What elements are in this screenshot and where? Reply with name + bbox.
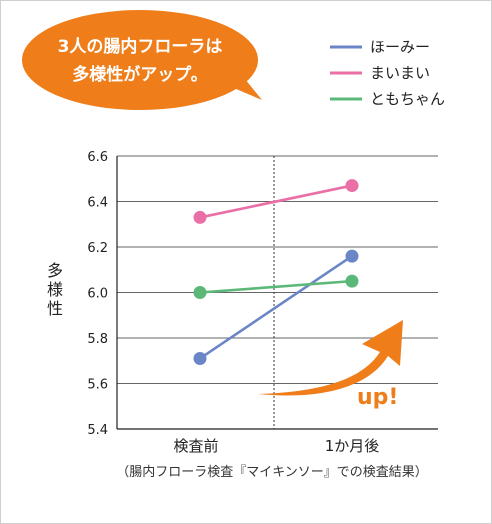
- y-axis-label-char: 性: [47, 299, 63, 318]
- series-line: [199, 184, 353, 219]
- y-tick-label: 6.0: [87, 287, 108, 302]
- data-point: [345, 249, 359, 263]
- x-tick-label-after: 1か月後: [325, 437, 380, 455]
- callout-bubble: 3人の腸内フローラは 多様性がアップ。: [22, 10, 262, 110]
- y-tick-label: 6.6: [87, 150, 108, 165]
- legend-entry: ともちゃん: [370, 90, 445, 108]
- callout-line-1: 3人の腸内フローラは: [58, 36, 223, 57]
- y-tick-label: 5.6: [87, 378, 108, 393]
- y-tick-labels: 6.6 6.4 6.2 6.0 5.8 5.6 5.4: [87, 150, 108, 438]
- data-point: [193, 351, 207, 365]
- data-point: [345, 179, 359, 193]
- series-group: [193, 179, 359, 365]
- up-annotation: up!: [357, 385, 398, 410]
- series-line: [199, 279, 353, 294]
- callout-line-2: 多様性がアップ。: [72, 64, 208, 85]
- series-line: [199, 255, 353, 360]
- y-axis-label-char: 様: [47, 280, 63, 299]
- y-axis-label: 多様性: [47, 261, 63, 318]
- x-tick-label-before: 検査前: [173, 437, 218, 455]
- legend-entry: ほーみー: [370, 38, 430, 56]
- data-point: [193, 286, 207, 299]
- y-tick-label: 5.4: [87, 423, 108, 438]
- y-tick-label: 6.2: [87, 241, 108, 256]
- callout-tail: [215, 58, 262, 100]
- callout-shape: [22, 10, 258, 110]
- data-point: [345, 274, 359, 288]
- footnote: （腸内フローラ検査『マイキンソー』での検査結果）: [116, 464, 428, 480]
- y-tick-label: 6.4: [87, 196, 108, 211]
- up-arrow: [258, 320, 403, 396]
- legend-entry: まいまい: [370, 64, 430, 82]
- y-axis-label-char: 多: [47, 261, 63, 280]
- data-point: [193, 210, 207, 224]
- y-tick-label: 5.8: [87, 332, 108, 347]
